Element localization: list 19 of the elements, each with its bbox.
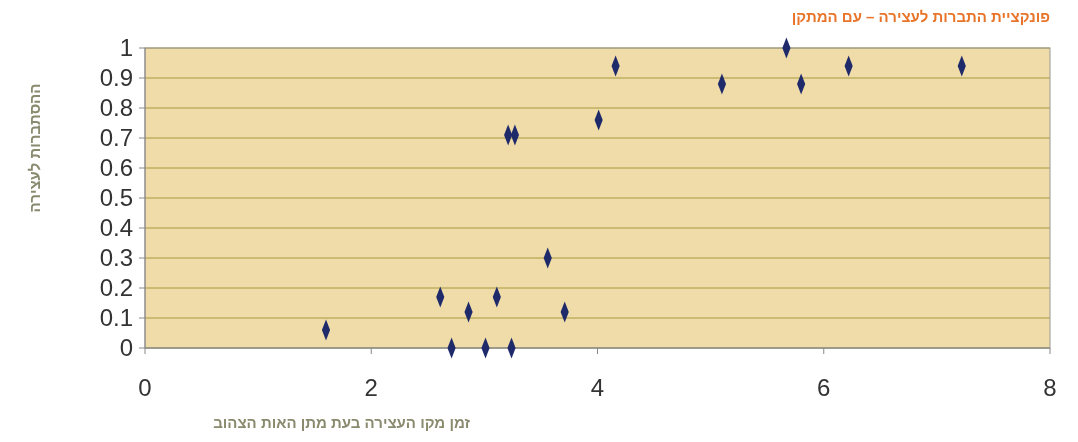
- y-tick-label: 0.2: [99, 274, 133, 302]
- y-axis-title: ההסתברות לעצירה: [26, 83, 43, 213]
- x-tick-label: 0: [138, 374, 152, 401]
- y-tick-label: 0.1: [99, 304, 133, 332]
- chart-title: פונקציית התברות לעצירה – עם המתקן: [791, 8, 1050, 25]
- y-tick-label: 0.3: [99, 244, 133, 272]
- x-tick-label: 2: [364, 374, 378, 401]
- x-tick-label: 6: [817, 374, 831, 401]
- y-tick-label: 0.5: [99, 184, 133, 212]
- y-tick-label: 0.9: [99, 64, 133, 92]
- y-tick-label: 1: [119, 34, 133, 62]
- y-tick-label: 0.6: [99, 154, 133, 182]
- x-tick-label: 4: [590, 374, 605, 401]
- y-tick-label: 0.8: [99, 94, 133, 122]
- x-axis-title: זמן מקו העצירה בעת מתן האות הצהוב: [213, 414, 471, 431]
- x-tick-label: 8: [1043, 374, 1057, 401]
- y-tick-label: 0.4: [99, 214, 133, 242]
- y-tick-label: 0: [119, 334, 133, 362]
- y-tick-label: 0.7: [99, 124, 133, 152]
